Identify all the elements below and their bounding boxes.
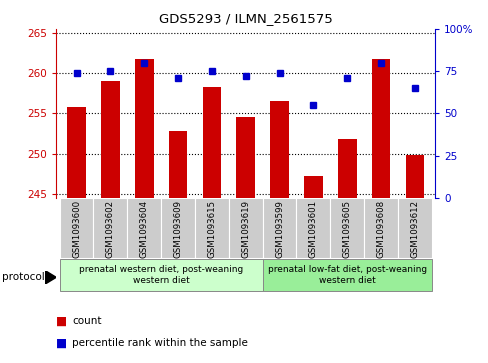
Text: percentile rank within the sample: percentile rank within the sample — [72, 338, 248, 348]
FancyBboxPatch shape — [296, 198, 329, 258]
Text: GSM1093609: GSM1093609 — [173, 200, 182, 258]
Text: count: count — [72, 316, 102, 326]
Bar — [371, 59, 389, 198]
Bar — [202, 87, 221, 198]
Bar — [236, 118, 255, 198]
Text: GSM1093604: GSM1093604 — [140, 200, 148, 258]
Text: ■: ■ — [56, 315, 67, 328]
Bar — [101, 81, 120, 198]
Text: prenatal low-fat diet, post-weaning
western diet: prenatal low-fat diet, post-weaning west… — [267, 265, 426, 285]
FancyBboxPatch shape — [262, 259, 431, 291]
Text: prenatal western diet, post-weaning
western diet: prenatal western diet, post-weaning west… — [79, 265, 243, 285]
FancyBboxPatch shape — [93, 198, 127, 258]
FancyBboxPatch shape — [60, 259, 262, 291]
FancyBboxPatch shape — [60, 198, 93, 258]
Bar — [168, 131, 187, 198]
Text: GSM1093601: GSM1093601 — [308, 200, 317, 258]
FancyBboxPatch shape — [262, 198, 296, 258]
Text: GSM1093599: GSM1093599 — [274, 200, 284, 257]
FancyBboxPatch shape — [364, 198, 397, 258]
FancyBboxPatch shape — [161, 198, 195, 258]
FancyBboxPatch shape — [397, 198, 431, 258]
Text: GSM1093615: GSM1093615 — [207, 200, 216, 258]
Title: GDS5293 / ILMN_2561575: GDS5293 / ILMN_2561575 — [159, 12, 332, 25]
Text: ■: ■ — [56, 337, 67, 350]
Text: protocol: protocol — [2, 272, 45, 282]
Text: GSM1093605: GSM1093605 — [342, 200, 351, 258]
Text: GSM1093612: GSM1093612 — [409, 200, 419, 258]
Bar — [270, 101, 288, 198]
FancyBboxPatch shape — [329, 198, 364, 258]
Text: GSM1093600: GSM1093600 — [72, 200, 81, 258]
Bar — [337, 139, 356, 198]
Text: GSM1093619: GSM1093619 — [241, 200, 250, 258]
FancyBboxPatch shape — [195, 198, 228, 258]
FancyBboxPatch shape — [228, 198, 262, 258]
Bar — [67, 107, 86, 198]
Text: GSM1093602: GSM1093602 — [106, 200, 115, 258]
Bar — [304, 176, 322, 198]
Polygon shape — [45, 271, 56, 284]
Bar — [135, 59, 153, 198]
Text: GSM1093608: GSM1093608 — [376, 200, 385, 258]
FancyBboxPatch shape — [127, 198, 161, 258]
Bar — [405, 155, 424, 198]
